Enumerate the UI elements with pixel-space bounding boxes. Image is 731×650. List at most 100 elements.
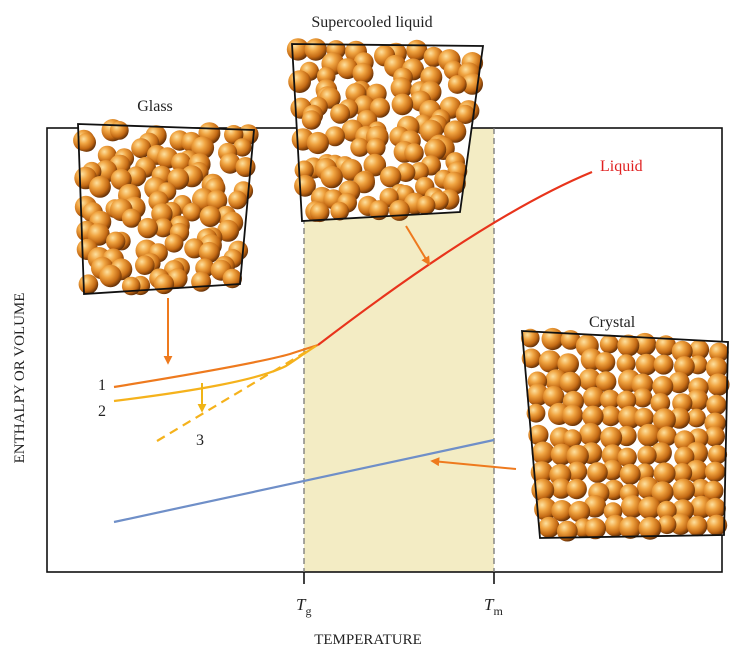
particle-sphere (228, 190, 248, 210)
particle-sphere (556, 520, 578, 542)
supercooled-label: Supercooled liquid (311, 14, 432, 31)
tm-symbol: T (484, 595, 495, 614)
particle-sphere (390, 77, 412, 99)
particle-sphere (616, 390, 637, 411)
particle-sphere (600, 405, 621, 427)
glass-curve-1 (113, 343, 319, 389)
particle-sphere (637, 445, 657, 466)
particle-sphere (633, 388, 653, 408)
particle-sphere (530, 461, 553, 484)
particle-sphere (551, 500, 573, 522)
particle-sphere (206, 190, 228, 211)
particle-sphere (379, 166, 402, 188)
particle-sphere (350, 137, 370, 157)
particle-sphere (672, 463, 693, 483)
particle-sphere (153, 273, 175, 295)
particle-sphere (288, 70, 311, 93)
tg-subscript: g (305, 604, 311, 618)
particle-sphere (370, 97, 390, 118)
particle-sphere (652, 408, 676, 432)
particle-sphere (653, 354, 674, 375)
particle-sphere (562, 404, 584, 426)
particle-sphere (560, 330, 581, 350)
particle-sphere (634, 407, 654, 428)
particle-sphere (567, 461, 588, 482)
particle-sphere (320, 165, 343, 189)
particle-sphere (521, 328, 540, 348)
particle-sphere (89, 176, 111, 198)
particle-sphere (655, 335, 677, 356)
particle-sphere (164, 233, 184, 253)
particle-box-frame (521, 330, 729, 539)
particle-sphere (704, 461, 726, 482)
particle-sphere (705, 357, 728, 379)
particle-sphere (87, 223, 110, 246)
particle-sphere (235, 157, 256, 177)
curve-3-label: 3 (196, 432, 204, 449)
particle-sphere (199, 205, 221, 227)
particle-sphere (620, 495, 644, 519)
particle-sphere (704, 426, 725, 447)
particle-sphere (526, 383, 549, 406)
particle-sphere (595, 371, 617, 393)
particle-sphere (521, 348, 542, 369)
glass-label: Glass (137, 98, 173, 115)
particle-sphere (669, 513, 692, 535)
particle-sphere (534, 497, 557, 521)
glass-curve-3-dashed (156, 349, 310, 442)
particle-sphere (559, 371, 582, 394)
particle-sphere (388, 199, 410, 221)
particle-sphere (447, 75, 467, 94)
y-axis-label: ENTHALPY OR VOLUME (12, 293, 28, 464)
particle-sphere (306, 131, 329, 155)
particle-box-frame (77, 123, 255, 295)
particle-sphere (707, 444, 728, 465)
particle-sphere (191, 271, 212, 292)
particle-sphere (689, 339, 710, 360)
particle-sphere (582, 405, 604, 427)
particle-sphere (601, 444, 624, 467)
particle-sphere (563, 429, 582, 448)
particle-sphere (568, 500, 591, 523)
particle-sphere (616, 354, 636, 374)
liquid-curve (317, 170, 593, 346)
particle-sphere (657, 426, 677, 446)
particle-sphere (674, 446, 695, 467)
particle-sphere (443, 120, 467, 143)
supercooled-arrow (405, 225, 430, 266)
particle-sphere (618, 405, 642, 429)
particle-sphere (600, 389, 621, 410)
particle-sphere (635, 353, 658, 376)
particle-sphere (363, 153, 387, 177)
particle-sphere (687, 408, 706, 428)
curve-2-label: 2 (98, 403, 106, 420)
particle-sphere (707, 373, 730, 396)
particle-sphere (330, 201, 350, 221)
particle-box-frame (291, 43, 485, 222)
particle-sphere (638, 516, 662, 540)
curve-1-label: 1 (98, 377, 106, 394)
particle-sphere (578, 368, 601, 391)
particle-sphere (541, 327, 564, 351)
particle-sphere (325, 126, 345, 147)
particle-sphere (109, 120, 129, 140)
particle-sphere (424, 138, 447, 161)
particle-sphere (703, 480, 724, 501)
particle-sphere (599, 334, 619, 354)
particle-sphere (410, 162, 429, 181)
particle-sphere (617, 334, 640, 357)
particle-sphere (301, 110, 322, 130)
particle-sphere (550, 443, 573, 466)
particle-sphere (77, 132, 96, 152)
particle-sphere (651, 481, 674, 504)
particle-sphere (619, 463, 641, 485)
particle-sphere (137, 217, 158, 239)
x-axis-label: TEMPERATURE (314, 632, 422, 648)
particle-sphere (78, 274, 99, 295)
tg-label: Tg (296, 595, 311, 618)
supercooled-particle-box (286, 38, 485, 223)
particle-sphere (528, 424, 549, 445)
particle-sphere (121, 276, 141, 296)
particle-sphere (674, 356, 695, 377)
